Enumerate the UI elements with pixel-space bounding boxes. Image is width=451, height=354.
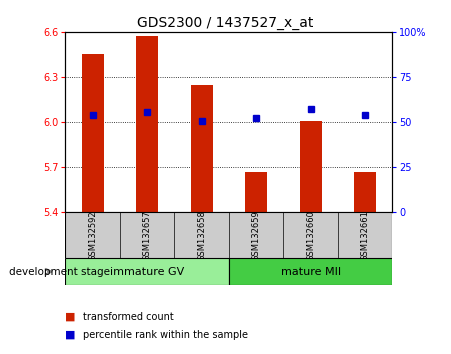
Text: GSM132657: GSM132657 bbox=[143, 210, 152, 261]
Text: percentile rank within the sample: percentile rank within the sample bbox=[83, 330, 249, 339]
Text: immature GV: immature GV bbox=[110, 267, 184, 277]
Text: mature MII: mature MII bbox=[281, 267, 341, 277]
Bar bbox=[245, 172, 267, 212]
Text: GSM132660: GSM132660 bbox=[306, 210, 315, 261]
Bar bbox=[191, 85, 212, 212]
Text: transformed count: transformed count bbox=[83, 312, 174, 322]
Text: GSM132592: GSM132592 bbox=[88, 210, 97, 261]
Bar bbox=[354, 172, 376, 212]
Bar bbox=[82, 55, 104, 212]
Text: ■: ■ bbox=[65, 330, 76, 339]
Text: ■: ■ bbox=[65, 312, 76, 322]
Text: GSM132658: GSM132658 bbox=[197, 210, 206, 261]
Text: GDS2300 / 1437527_x_at: GDS2300 / 1437527_x_at bbox=[137, 16, 314, 30]
Bar bbox=[300, 121, 322, 212]
Text: GSM132659: GSM132659 bbox=[252, 210, 261, 261]
Bar bbox=[229, 258, 392, 285]
Bar bbox=[65, 258, 229, 285]
Text: development stage: development stage bbox=[9, 267, 110, 277]
Text: GSM132661: GSM132661 bbox=[361, 210, 370, 261]
Bar bbox=[136, 36, 158, 212]
